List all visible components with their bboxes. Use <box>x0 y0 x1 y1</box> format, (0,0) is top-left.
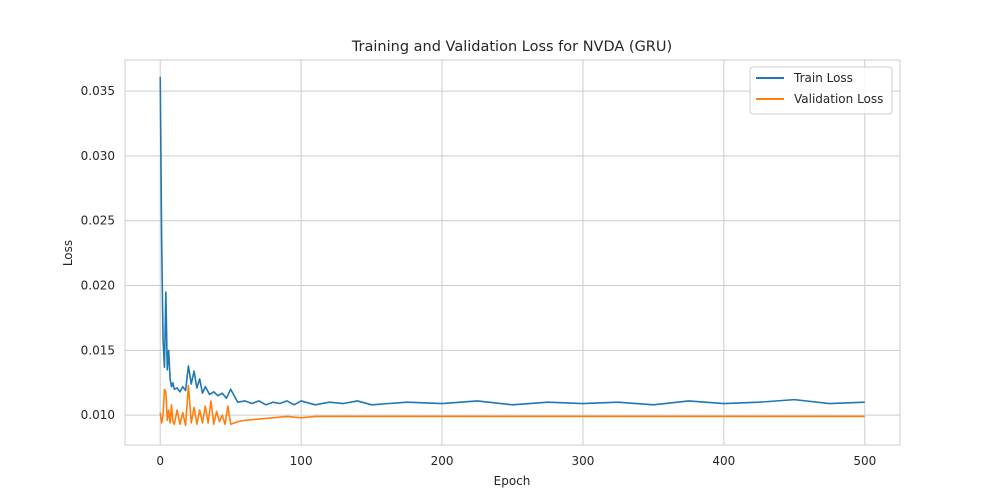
x-tick-label: 100 <box>290 454 313 468</box>
x-tick-label: 500 <box>853 454 876 468</box>
legend-label-validation-loss: Validation Loss <box>794 92 883 106</box>
series-line-validation-loss <box>159 384 865 427</box>
series-lines <box>159 76 865 427</box>
legend: Train Loss Validation Loss <box>749 66 893 115</box>
y-tick-label: 0.010 <box>81 408 115 422</box>
y-tick-labels: 0.010 0.015 0.020 0.025 0.030 0.035 <box>81 84 115 422</box>
y-tick-label: 0.020 <box>81 279 115 293</box>
x-tick-label: 400 <box>712 454 735 468</box>
x-tick-label: 300 <box>572 454 595 468</box>
x-tick-label: 0 <box>156 454 164 468</box>
y-tick-label: 0.015 <box>81 343 115 357</box>
y-tick-label: 0.030 <box>81 149 115 163</box>
series-line-train-loss <box>159 76 865 406</box>
x-axis-label: Epoch <box>494 474 531 488</box>
y-tick-label: 0.035 <box>81 84 115 98</box>
y-axis-label: Loss <box>61 240 75 266</box>
x-tick-labels: 0 100 200 300 400 500 <box>156 454 876 468</box>
plot-frame <box>124 59 901 446</box>
y-tick-label: 0.025 <box>81 214 115 228</box>
chart-title: Training and Validation Loss for NVDA (G… <box>351 39 672 55</box>
legend-box <box>749 66 893 115</box>
grid-lines <box>125 60 900 445</box>
x-tick-label: 200 <box>431 454 454 468</box>
legend-label-train-loss: Train Loss <box>793 71 853 85</box>
